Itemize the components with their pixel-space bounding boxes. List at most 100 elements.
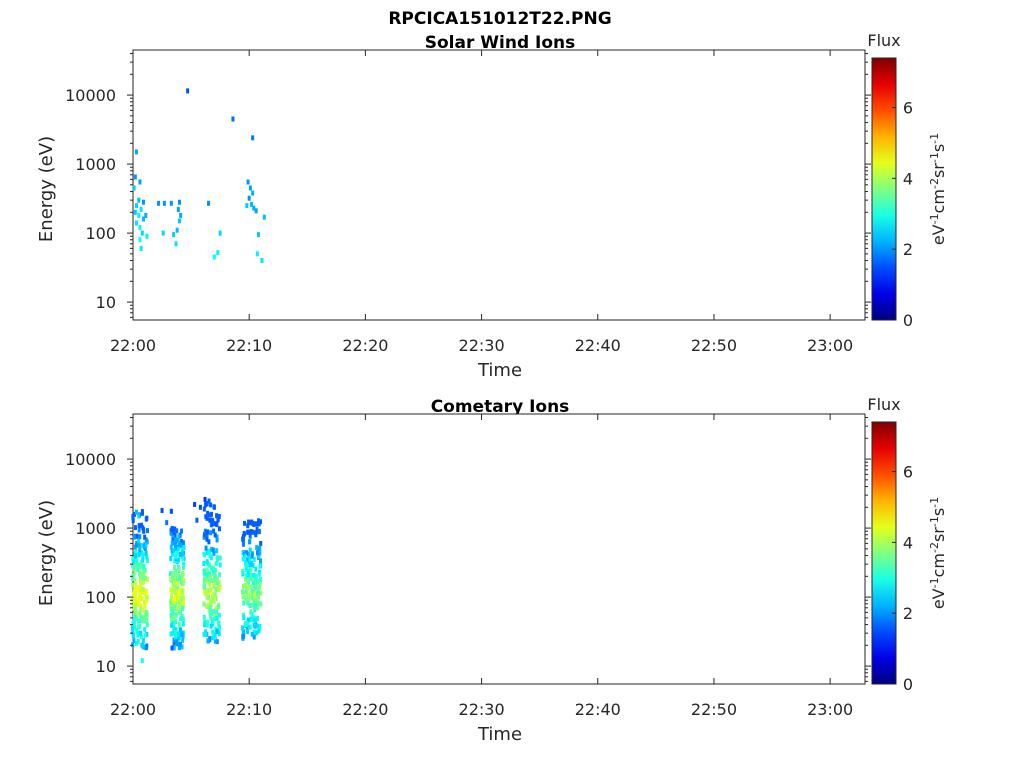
data-pixel bbox=[170, 526, 174, 532]
data-pixel bbox=[202, 560, 206, 566]
data-pixel bbox=[203, 591, 207, 597]
data-pixel bbox=[136, 611, 140, 617]
data-pixel bbox=[173, 588, 177, 594]
data-pixel bbox=[208, 581, 212, 587]
data-pixel bbox=[211, 629, 215, 635]
y-tick-label: 1000 bbox=[75, 155, 116, 174]
colorbar-scale bbox=[871, 57, 897, 321]
data-pixel bbox=[134, 549, 138, 555]
data-pixel bbox=[217, 612, 221, 618]
y-tick-label: 10000 bbox=[65, 86, 116, 105]
data-pixel bbox=[207, 200, 211, 206]
data-pixel bbox=[213, 521, 217, 527]
data-pixel bbox=[179, 579, 183, 585]
data-pixel bbox=[248, 571, 252, 577]
data-pixel bbox=[249, 529, 253, 535]
data-pixel bbox=[214, 610, 218, 616]
data-pixel bbox=[181, 606, 185, 612]
data-pixel bbox=[215, 537, 219, 543]
data-pixel bbox=[143, 609, 147, 615]
data-pixel bbox=[136, 632, 140, 638]
data-pixel bbox=[255, 526, 259, 532]
x-tick-label: 22:10 bbox=[226, 336, 272, 355]
data-pixel bbox=[144, 645, 148, 651]
data-pixel bbox=[206, 619, 210, 625]
data-pixel bbox=[249, 584, 253, 590]
data-pixel bbox=[207, 539, 211, 545]
data-pixel bbox=[245, 629, 249, 635]
data-pixel bbox=[218, 572, 222, 578]
data-pixel bbox=[245, 561, 249, 567]
data-pixel bbox=[254, 574, 258, 580]
data-pixel bbox=[204, 502, 208, 508]
data-pixel bbox=[259, 601, 263, 607]
data-pixel bbox=[256, 232, 260, 238]
data-pixel bbox=[214, 561, 218, 567]
data-pixel bbox=[177, 557, 181, 563]
data-pixel bbox=[241, 629, 245, 635]
data-pixel bbox=[245, 624, 249, 630]
data-pixel bbox=[171, 598, 175, 604]
data-pixel bbox=[170, 591, 174, 597]
data-pixel bbox=[135, 533, 139, 539]
data-pixel bbox=[169, 577, 173, 583]
data-pixel bbox=[177, 218, 181, 224]
data-pixel bbox=[145, 610, 149, 616]
data-pixel bbox=[132, 185, 136, 191]
data-pixel bbox=[252, 623, 256, 629]
data-pixel bbox=[137, 542, 141, 548]
data-pixel bbox=[254, 583, 258, 589]
data-pixel bbox=[178, 621, 182, 627]
data-pixel bbox=[218, 584, 222, 590]
data-pixel bbox=[145, 558, 149, 564]
colorbar-scale bbox=[871, 421, 897, 685]
data-pixel bbox=[134, 203, 138, 209]
data-pixel bbox=[242, 633, 246, 639]
data-pixel bbox=[206, 638, 210, 644]
data-pixel bbox=[258, 581, 262, 587]
data-pixel bbox=[140, 522, 144, 528]
data-pixel bbox=[182, 564, 186, 570]
data-pixel bbox=[214, 580, 218, 586]
data-pixel bbox=[181, 616, 185, 622]
data-pixel bbox=[171, 537, 175, 543]
data-pixel bbox=[139, 245, 143, 251]
data-pixel bbox=[257, 571, 261, 577]
data-pixel bbox=[247, 195, 251, 201]
data-pixel bbox=[250, 553, 254, 559]
colorbar-tick-label: 6 bbox=[903, 463, 913, 482]
data-pixel bbox=[139, 206, 143, 212]
data-pixel bbox=[241, 593, 245, 599]
data-pixel bbox=[137, 602, 141, 608]
data-pixel bbox=[248, 603, 252, 609]
data-pixel bbox=[173, 629, 177, 635]
data-pixel bbox=[251, 520, 255, 526]
data-pixel bbox=[173, 634, 177, 640]
data-pixel bbox=[170, 540, 174, 546]
data-pixel bbox=[248, 185, 252, 191]
data-pixel bbox=[165, 520, 169, 526]
data-pixel bbox=[240, 625, 244, 631]
data-pixel bbox=[137, 551, 141, 557]
data-pixel bbox=[180, 598, 184, 604]
data-pixel bbox=[211, 592, 215, 598]
data-pixel bbox=[135, 558, 139, 564]
y-tick-label: 100 bbox=[85, 588, 116, 607]
data-pixel bbox=[260, 258, 264, 264]
x-tick-label: 23:00 bbox=[807, 700, 853, 719]
data-pixel bbox=[145, 576, 149, 582]
data-pixel bbox=[131, 632, 135, 638]
data-pixel bbox=[176, 581, 180, 587]
data-pixel bbox=[135, 628, 139, 634]
data-pixel bbox=[138, 225, 142, 231]
data-pixel bbox=[246, 179, 250, 185]
data-pixel bbox=[254, 603, 258, 609]
data-pixel bbox=[177, 610, 181, 616]
data-pixel bbox=[140, 543, 144, 549]
data-pixel bbox=[254, 617, 258, 623]
data-pixel bbox=[248, 533, 252, 539]
data-pixel bbox=[255, 550, 259, 556]
y-axis-ticks: 10 100 1000 10000 bbox=[65, 417, 871, 682]
data-pixel bbox=[241, 541, 245, 547]
data-pixel bbox=[137, 618, 141, 624]
